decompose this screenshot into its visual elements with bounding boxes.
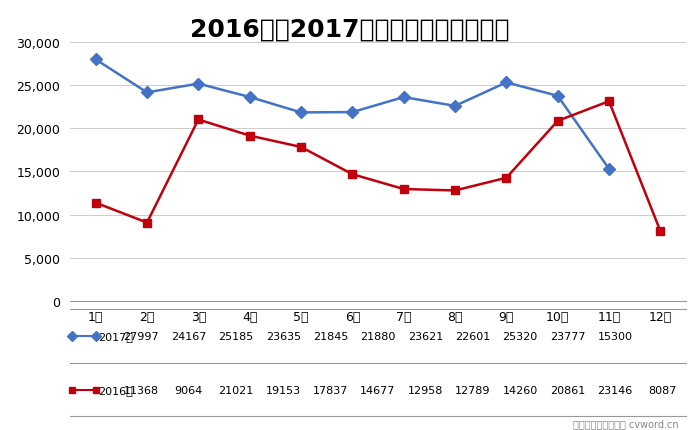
Text: 23621: 23621 bbox=[408, 331, 443, 341]
2017年 bbox=[92, 58, 100, 63]
2016年 bbox=[348, 172, 356, 177]
Text: 21880: 21880 bbox=[360, 331, 395, 341]
Text: 23635: 23635 bbox=[266, 331, 301, 341]
2017年 bbox=[502, 81, 510, 86]
2017年 bbox=[246, 95, 254, 100]
2017年 bbox=[143, 91, 151, 96]
2016年 bbox=[451, 188, 459, 194]
2017年 bbox=[400, 95, 408, 101]
2016年 bbox=[554, 119, 562, 124]
Text: 12789: 12789 bbox=[455, 385, 491, 395]
Text: 25185: 25185 bbox=[218, 331, 253, 341]
2017年 bbox=[194, 82, 202, 87]
Text: 20861: 20861 bbox=[550, 385, 585, 395]
Text: 21845: 21845 bbox=[313, 331, 349, 341]
Text: 27997: 27997 bbox=[123, 331, 159, 341]
Text: 9064: 9064 bbox=[174, 385, 202, 395]
Text: 2016年: 2016年 bbox=[99, 385, 133, 395]
2017年 bbox=[554, 94, 562, 99]
2016年 bbox=[194, 118, 202, 123]
2016年 bbox=[400, 187, 408, 192]
Line: 2017年: 2017年 bbox=[92, 56, 613, 174]
Text: 25320: 25320 bbox=[503, 331, 538, 341]
Text: 2017年: 2017年 bbox=[99, 331, 133, 341]
Text: 8087: 8087 bbox=[648, 385, 676, 395]
2017年 bbox=[605, 167, 613, 172]
2016年 bbox=[502, 176, 510, 181]
2016年 bbox=[297, 145, 305, 150]
Text: 23146: 23146 bbox=[597, 385, 633, 395]
2017年 bbox=[348, 110, 356, 115]
2016年 bbox=[92, 201, 100, 206]
Text: 14677: 14677 bbox=[360, 385, 395, 395]
Text: 14260: 14260 bbox=[503, 385, 538, 395]
Text: 制图：第一商用车网 cvword.cn: 制图：第一商用车网 cvword.cn bbox=[573, 418, 679, 428]
Text: 21021: 21021 bbox=[218, 385, 253, 395]
Text: 17837: 17837 bbox=[313, 385, 349, 395]
Text: 24167: 24167 bbox=[171, 331, 206, 341]
2016年 bbox=[246, 134, 254, 139]
Text: 2016年与2017年解放中重卡销量走势: 2016年与2017年解放中重卡销量走势 bbox=[190, 17, 510, 41]
Text: 11368: 11368 bbox=[123, 385, 159, 395]
Text: 23777: 23777 bbox=[550, 331, 585, 341]
2016年 bbox=[143, 221, 151, 226]
2017年 bbox=[451, 104, 459, 109]
Text: 22601: 22601 bbox=[455, 331, 491, 341]
2016年 bbox=[656, 229, 664, 234]
Text: 15300: 15300 bbox=[597, 331, 632, 341]
Text: 12958: 12958 bbox=[407, 385, 443, 395]
2017年 bbox=[297, 111, 305, 116]
2016年 bbox=[605, 99, 613, 104]
Text: 19153: 19153 bbox=[266, 385, 301, 395]
Line: 2016年: 2016年 bbox=[92, 98, 664, 236]
